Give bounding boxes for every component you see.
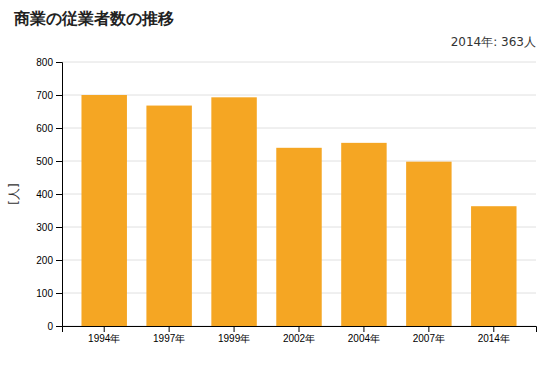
y-tick: 200 — [36, 255, 62, 266]
y-tick: 300 — [36, 222, 62, 233]
y-tick-mark — [56, 95, 62, 96]
annotation: 2014年: 363人 — [451, 35, 536, 49]
y-tick-mark — [56, 260, 62, 261]
x-tick-mark — [299, 326, 300, 332]
y-tick-label: 800 — [36, 57, 53, 68]
y-axis-label: [人] — [7, 183, 21, 204]
y-tick: 800 — [36, 57, 62, 68]
y-tick-label: 500 — [36, 156, 53, 167]
y-tick-mark — [56, 293, 62, 294]
bar — [471, 206, 516, 326]
bar — [406, 162, 451, 326]
x-tick-label: 2014年 — [478, 333, 510, 344]
y-tick-mark — [56, 62, 62, 63]
bar — [276, 148, 321, 326]
x-tick: 2004年 — [348, 326, 380, 344]
grid-line — [62, 95, 536, 96]
x-tick-label: 1999年 — [218, 333, 250, 344]
y-tick: 600 — [36, 123, 62, 134]
y-tick-label: 600 — [36, 123, 53, 134]
x-tick: 1999年 — [218, 326, 250, 344]
y-tick: 0 — [47, 321, 62, 332]
y-tick-label: 400 — [36, 189, 53, 200]
x-tick-mark — [234, 326, 235, 332]
bar — [211, 97, 256, 326]
x-tick-mark — [104, 326, 105, 332]
bar — [81, 95, 126, 326]
x-tick: 1994年 — [88, 326, 120, 344]
y-tick-mark — [56, 194, 62, 195]
x-tick: 2014年 — [478, 326, 510, 344]
y-tick-label: 100 — [36, 288, 53, 299]
grid-line — [62, 62, 536, 63]
chart: 商業の従業者数の推移 2014年: 363人 0 100 200 300 400 500 600… — [0, 0, 560, 366]
grid — [62, 62, 536, 326]
x-tick: 1997年 — [153, 326, 185, 344]
x-tick: 2002年 — [283, 326, 315, 344]
x-axis-line — [63, 327, 537, 333]
x-tick-mark — [428, 326, 429, 332]
x-tick: 2007年 — [413, 326, 445, 344]
x-tick-label: 2007年 — [413, 333, 445, 344]
y-tick: 100 — [36, 288, 62, 299]
y-tick-label: 0 — [47, 321, 53, 332]
y-axis: 0 100 200 300 400 500 600 700 800 — [36, 57, 62, 332]
title: 商業の従業者数の推移 — [13, 9, 174, 28]
x-tick-label: 1997年 — [153, 333, 185, 344]
bar — [146, 106, 191, 326]
plot-area: 0 100 200 300 400 500 600 700 800 1994年 1997年 1999年… — [36, 57, 536, 344]
y-tick-mark — [56, 227, 62, 228]
x-tick-label: 2004年 — [348, 333, 380, 344]
y-tick-mark — [56, 161, 62, 162]
y-tick: 500 — [36, 156, 62, 167]
bars — [81, 95, 516, 326]
grid-line — [62, 128, 536, 129]
y-tick-label: 200 — [36, 255, 53, 266]
x-tick-mark — [169, 326, 170, 332]
y-axis-line — [56, 63, 63, 327]
x-tick-label: 2002年 — [283, 333, 315, 344]
x-tick-mark — [363, 326, 364, 332]
bar — [341, 143, 386, 326]
y-tick-mark — [56, 128, 62, 129]
x-axis: 1994年 1997年 1999年 2002年 2004年 2007年 2014年 — [63, 326, 537, 344]
x-tick-mark — [493, 326, 494, 332]
x-tick-label: 1994年 — [88, 333, 120, 344]
y-tick-mark — [56, 326, 62, 327]
y-tick-label: 300 — [36, 222, 53, 233]
y-tick-label: 700 — [36, 90, 53, 101]
y-tick: 700 — [36, 90, 62, 101]
y-tick: 400 — [36, 189, 62, 200]
